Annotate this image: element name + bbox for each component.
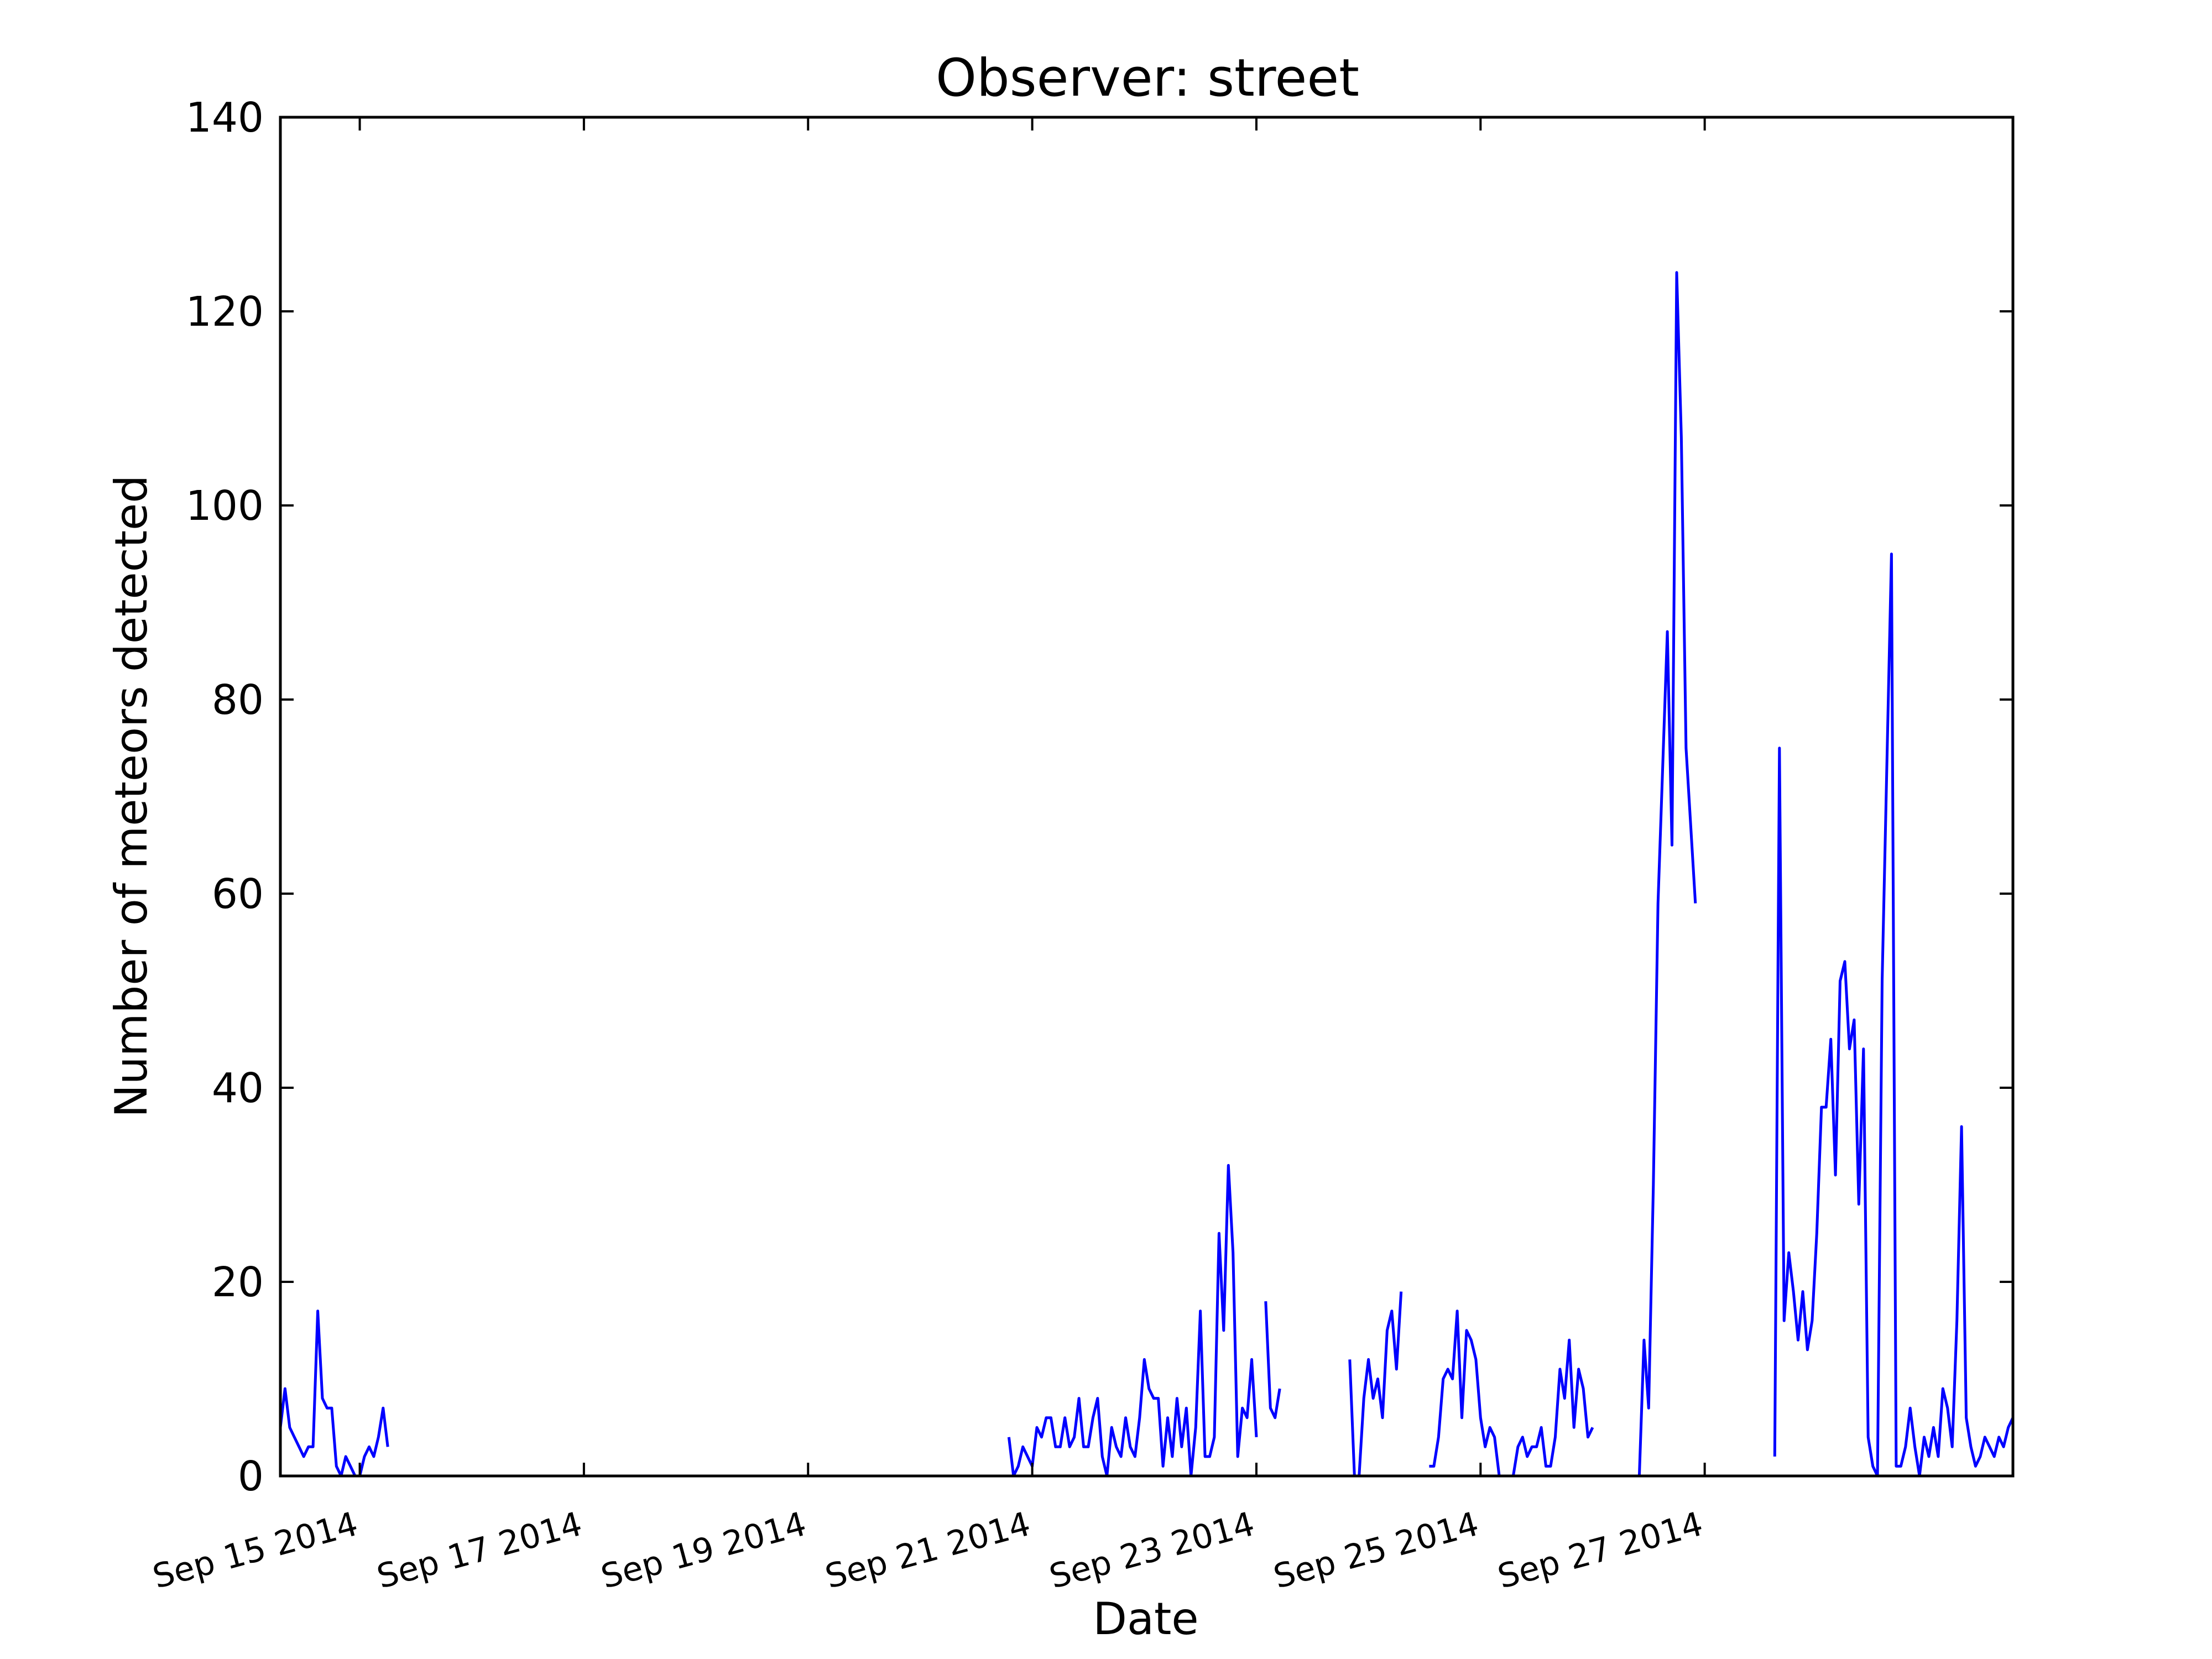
x-axis-label: Date xyxy=(1093,1593,1198,1645)
series-line-segment-5 xyxy=(1429,1310,1594,1476)
x-tick-label: Sep 17 2014 xyxy=(373,1505,586,1597)
y-tick-label: 0 xyxy=(238,1453,264,1500)
series-line-segment-3 xyxy=(1264,1301,1281,1420)
series-line-segment-7 xyxy=(1773,552,2013,1476)
y-tick-label: 100 xyxy=(186,482,264,530)
y-tick-label: 40 xyxy=(212,1065,264,1112)
chart-title: Observer: street xyxy=(936,48,1359,108)
series-line-segment-2 xyxy=(1007,1164,1258,1476)
x-tick-label: Sep 15 2014 xyxy=(149,1505,362,1597)
y-axis: 0 20 40 60 80 100 120 140 xyxy=(186,94,2013,1500)
x-tick-label: Sep 27 2014 xyxy=(1494,1505,1707,1597)
y-axis-label: Number of meteors detected xyxy=(106,475,157,1118)
y-tick-label: 60 xyxy=(212,870,264,918)
x-tick-label: Sep 25 2014 xyxy=(1270,1505,1483,1597)
x-tick-label: Sep 19 2014 xyxy=(597,1505,810,1597)
plot-frame xyxy=(279,116,2015,1478)
x-tick-label: Sep 23 2014 xyxy=(1045,1505,1258,1597)
series-line-segment-4 xyxy=(1348,1291,1403,1476)
series-line-segment-6 xyxy=(1637,271,1697,1476)
x-axis: Sep 15 2014 Sep 17 2014 Sep 19 2014 Sep 21 … xyxy=(149,117,1707,1597)
y-tick-label: 140 xyxy=(186,94,264,142)
y-tick-label: 20 xyxy=(212,1259,264,1306)
series-line-segment-1 xyxy=(280,1310,389,1476)
y-tick-label: 80 xyxy=(212,676,264,724)
y-tick-label: 120 xyxy=(186,288,264,336)
x-tick-label: Sep 21 2014 xyxy=(821,1505,1034,1597)
series-layer xyxy=(280,271,2013,1476)
